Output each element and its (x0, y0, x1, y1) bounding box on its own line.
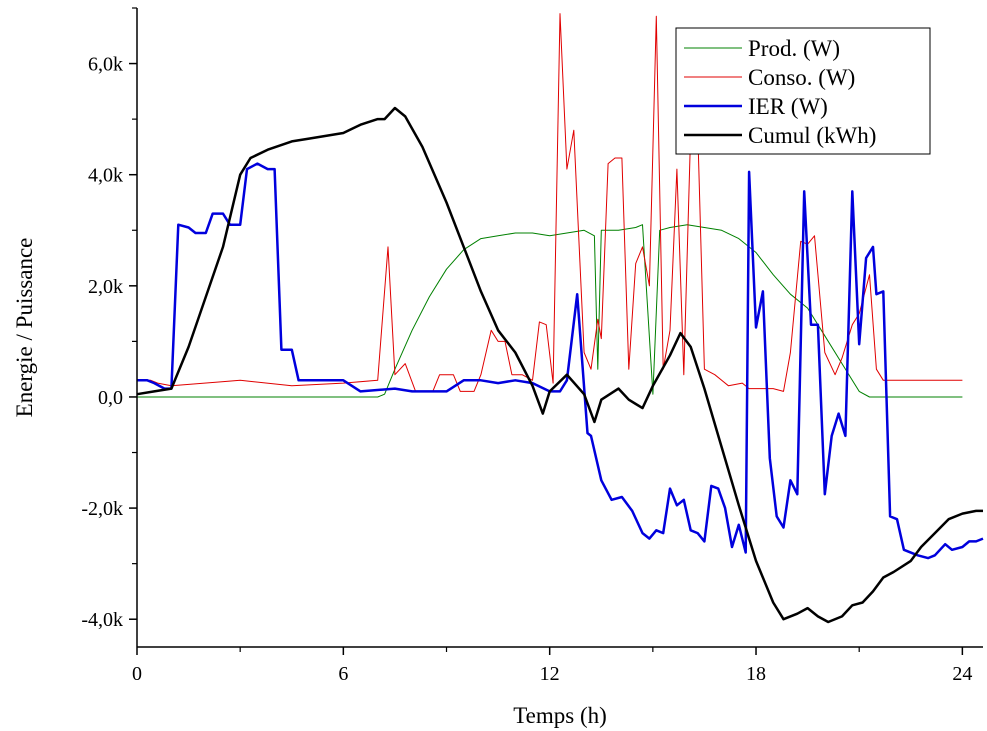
legend-label: IER (W) (748, 94, 828, 119)
legend-label: Cumul (kWh) (748, 123, 876, 148)
y-tick-label: 4,0k (88, 165, 123, 187)
x-tick-label: 12 (540, 663, 560, 685)
y-tick-label: 0,0 (98, 387, 123, 409)
x-axis-title: Temps (h) (513, 703, 607, 728)
x-tick-label: 18 (746, 663, 766, 685)
y-axis-title: Energie / Puissance (12, 238, 37, 418)
legend-label: Prod. (W) (748, 36, 840, 61)
y-tick-label: 6,0k (88, 54, 123, 76)
y-axis-ticks: -4,0k -2,0k 0,0 2,0k 4,0k 6,0k (81, 7, 137, 631)
x-tick-label: 6 (338, 663, 348, 685)
x-axis-ticks: 0 6 12 18 24 (132, 647, 972, 685)
x-tick-label: 24 (952, 663, 972, 685)
series-line-2 (137, 162, 984, 560)
series-line-3 (136, 106, 983, 624)
legend: Prod. (W) Conso. (W) IER (W) Cumul (kWh) (675, 27, 931, 155)
series-line-0 (137, 224, 963, 398)
axes: 0 6 12 18 24 -4,0k -2,0k 0,0 2,0k 4,0k 6,0k (81, 7, 983, 685)
y-tick-label: 2,0k (88, 276, 123, 298)
legend-label: Conso. (W) (748, 65, 855, 90)
series-layer (136, 13, 984, 624)
legend-box (675, 27, 931, 155)
x-tick-label: 0 (132, 663, 142, 685)
y-tick-label: -2,0k (81, 498, 123, 520)
y-tick-label: -4,0k (81, 609, 123, 631)
